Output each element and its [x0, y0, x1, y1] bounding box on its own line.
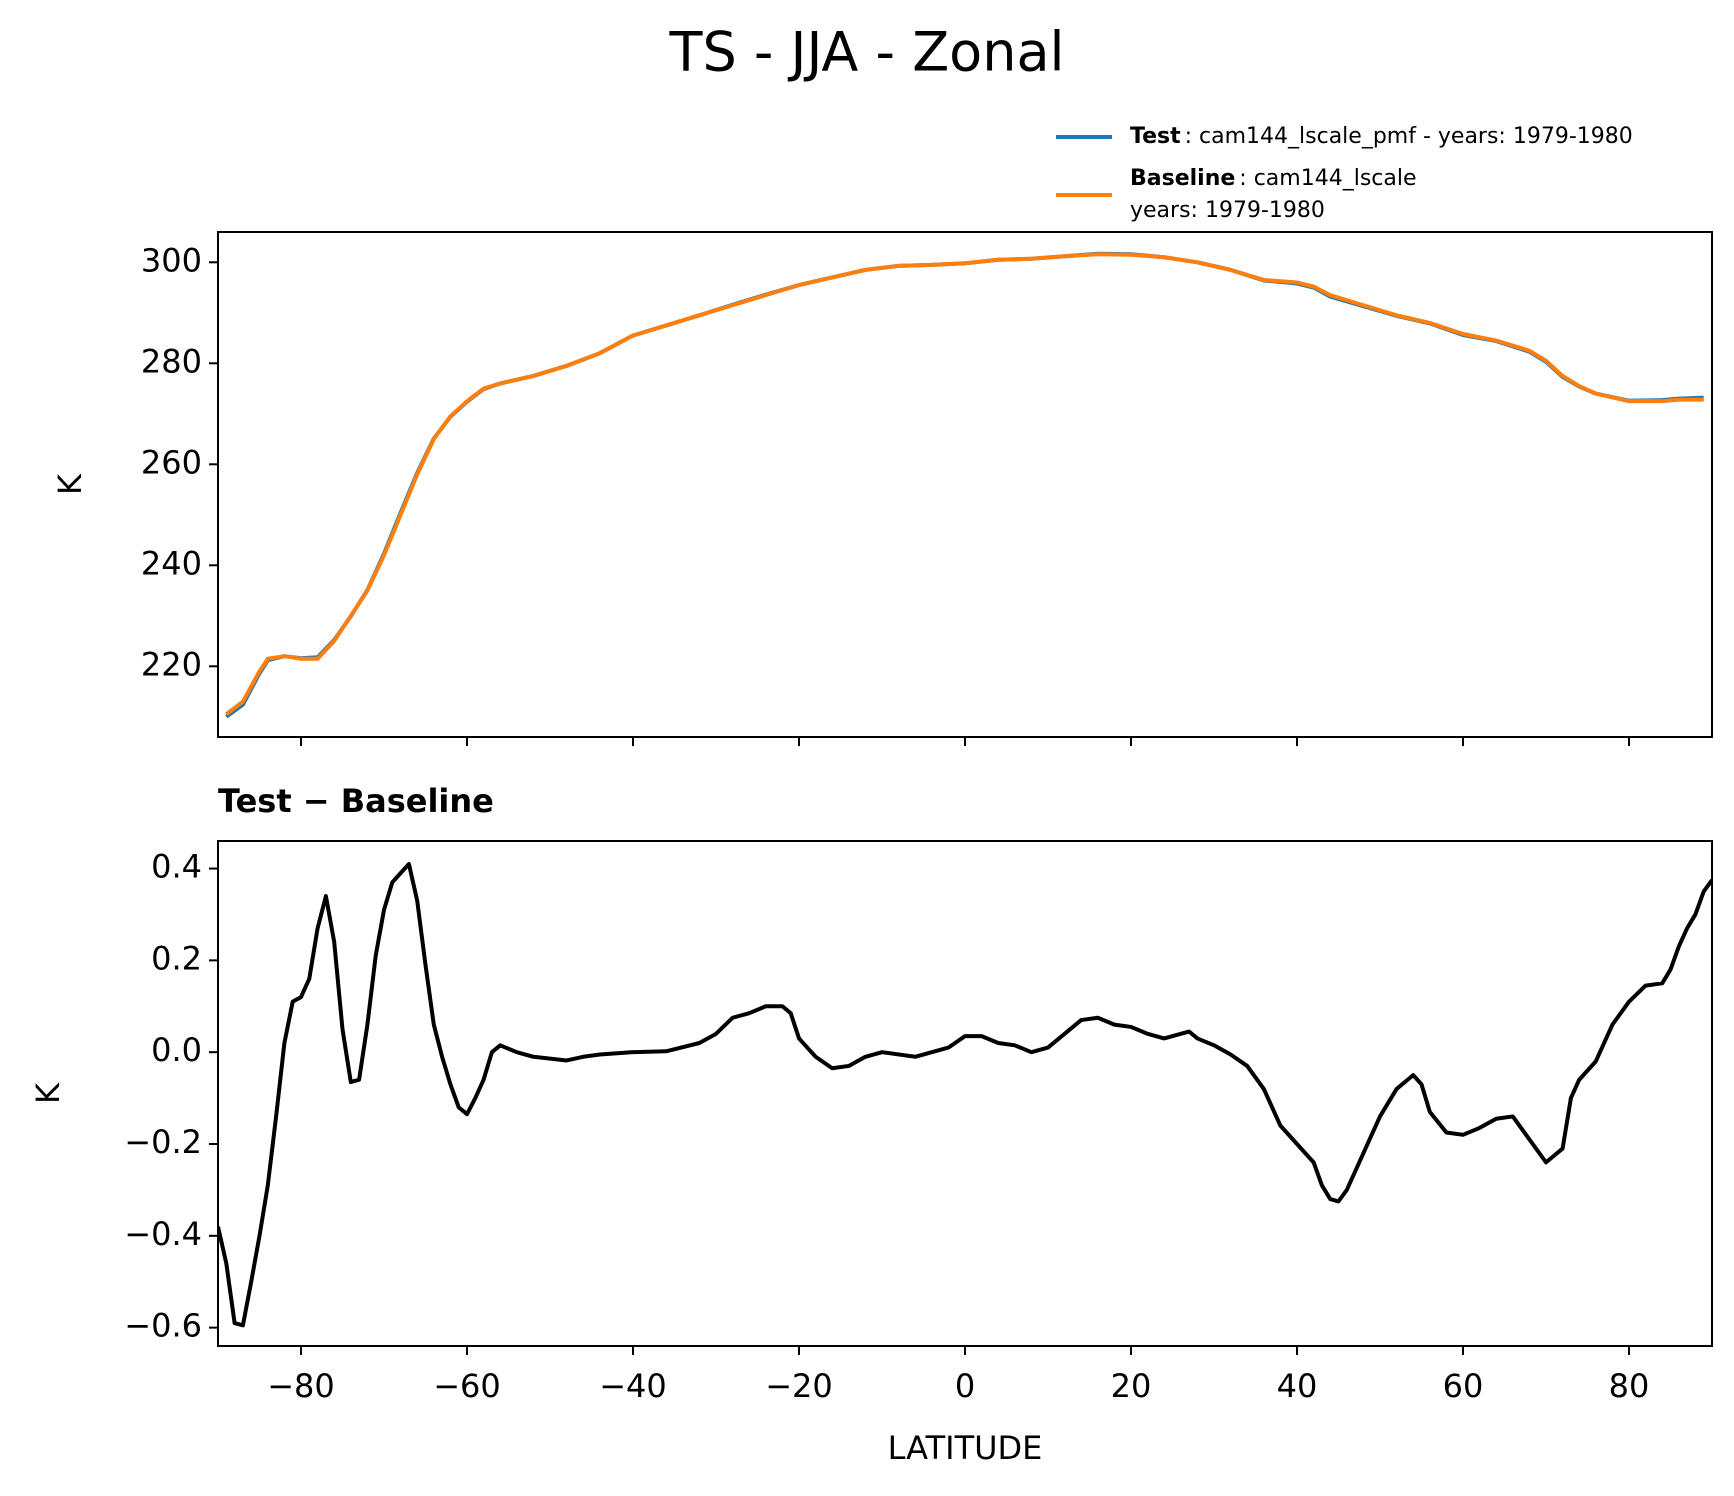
y-axis-label: K [29, 1082, 67, 1104]
y-tick-label: 220 [141, 645, 202, 683]
subtitle: Test − Baseline [218, 782, 494, 820]
x-tick-label: 0 [955, 1367, 975, 1405]
y-tick-label: 0.2 [151, 939, 202, 977]
x-axis-label: LATITUDE [888, 1429, 1043, 1467]
data-line [225, 251, 1704, 719]
y-tick-label: 0.4 [151, 848, 202, 886]
x-tick-label: −20 [765, 1367, 833, 1405]
x-tick-label: 80 [1609, 1367, 1650, 1405]
legend-label: Test: cam144_lscale_pmf - years: 1979-19… [1130, 124, 1633, 149]
legend-label: years: 1979-1980 [1130, 198, 1325, 223]
legend-detail: : cam144_lscale [1239, 166, 1416, 191]
y-tick-label: 240 [141, 544, 202, 582]
plot-frame [217, 231, 1713, 738]
data-line [225, 252, 1704, 716]
y-tick-label: 300 [141, 241, 202, 279]
x-tick-label: 20 [1111, 1367, 1152, 1405]
figure-title: TS - JJA - Zonal [668, 21, 1064, 84]
x-tick-label: −40 [599, 1367, 667, 1405]
y-tick-label: −0.6 [124, 1307, 202, 1345]
y-tick-label: 260 [141, 443, 202, 481]
x-tick-label: −80 [267, 1367, 335, 1405]
y-tick-label: 0.0 [151, 1031, 202, 1069]
y-axis-label: K [51, 473, 89, 495]
y-tick-label: −0.2 [124, 1123, 202, 1161]
legend-label: Baseline: cam144_lscale [1130, 166, 1417, 191]
x-tick-label: −60 [433, 1367, 501, 1405]
y-tick-label: 280 [141, 342, 202, 380]
legend-name: Baseline [1130, 166, 1235, 191]
plot-frame [217, 840, 1713, 1347]
data-line [218, 861, 1712, 1328]
legend-detail: : cam144_lscale_pmf - years: 1979-1980 [1185, 124, 1633, 149]
y-tick-label: −0.4 [124, 1215, 202, 1253]
x-tick-label: 60 [1443, 1367, 1484, 1405]
legend-name: Test [1130, 124, 1181, 149]
x-tick-label: 40 [1277, 1367, 1318, 1405]
